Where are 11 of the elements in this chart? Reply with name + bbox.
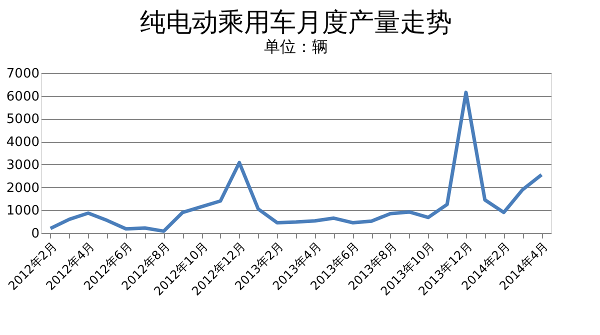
y-tick-label: 2000: [6, 180, 40, 196]
chart-title: 纯电动乘用车月度产量走势: [140, 8, 452, 38]
y-tick-label: 6000: [6, 89, 40, 104]
y-tick-label: 0: [31, 226, 40, 242]
y-tick-label: 5000: [6, 112, 40, 128]
y-tick-label: 7000: [6, 66, 40, 82]
line-series: [48, 90, 544, 233]
chart-subtitle: 单位：辆: [264, 37, 328, 56]
y-tick-label: 1000: [6, 204, 40, 219]
y-tick-label: 4000: [6, 135, 40, 150]
y-tick-label: 3000: [6, 158, 40, 173]
